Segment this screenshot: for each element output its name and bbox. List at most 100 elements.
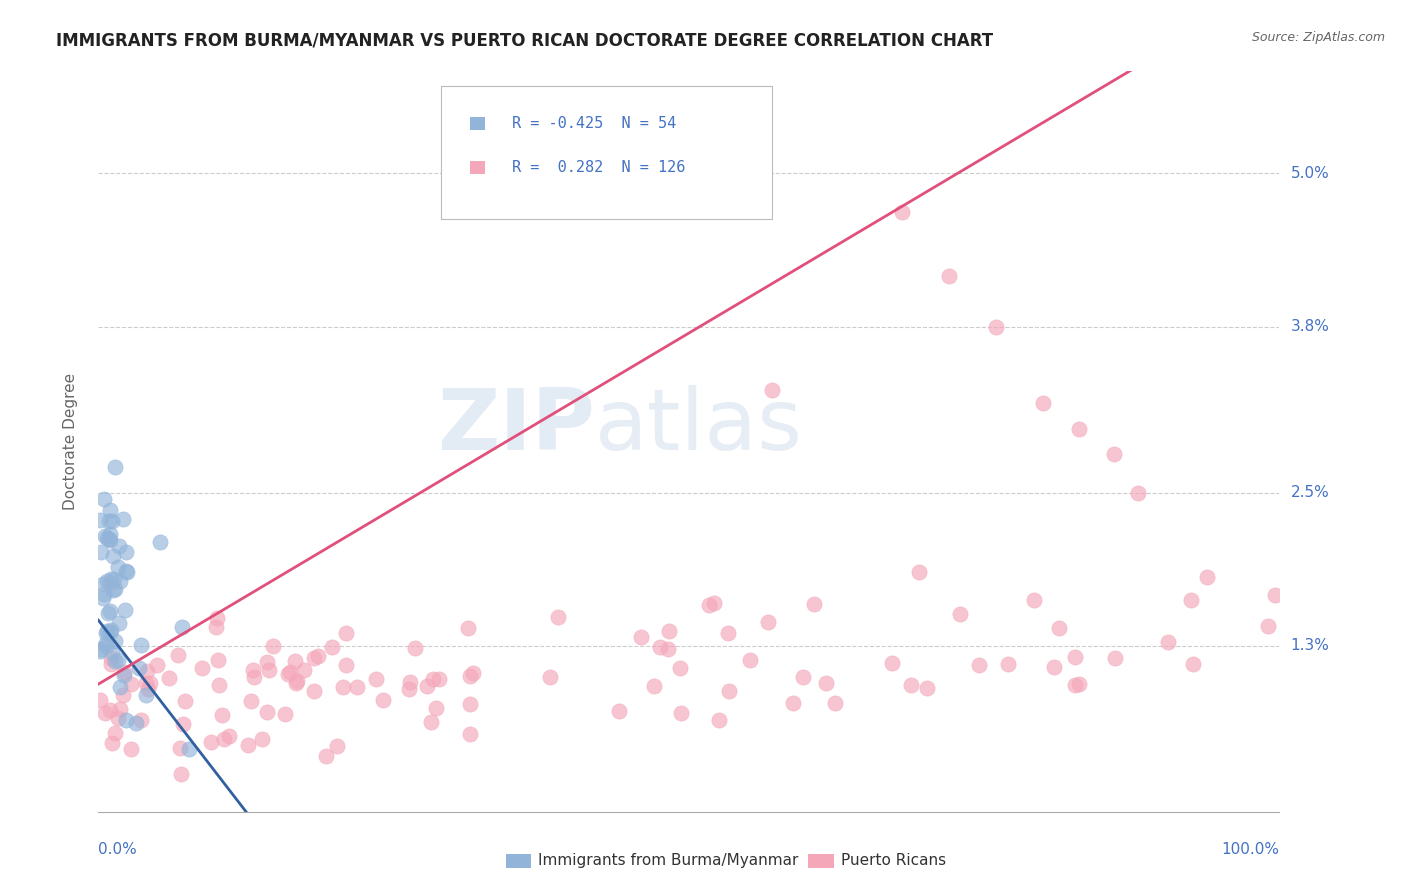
Point (1257, 619, 1279, 633)
Point (94, 625, 117, 640)
Text: 100.0%: 100.0% (1222, 842, 1279, 857)
Point (1043, 659, 1066, 673)
Point (98, 575, 121, 590)
Point (93, 491, 115, 506)
Point (115, 565, 138, 579)
Y-axis label: Doctorate Degree: Doctorate Degree (63, 373, 77, 510)
Text: 2.5%: 2.5% (1291, 485, 1329, 500)
Point (460, 669, 482, 683)
Bar (471, 161, 485, 174)
Point (824, 697, 846, 711)
Point (242, 670, 264, 684)
FancyBboxPatch shape (441, 87, 772, 219)
Point (1069, 677, 1091, 691)
Point (782, 696, 804, 710)
Point (98, 604, 121, 618)
Point (100, 657, 122, 671)
Point (208, 677, 231, 691)
Point (100, 503, 122, 517)
Point (89, 644, 111, 658)
Point (114, 602, 136, 616)
Point (1197, 569, 1219, 583)
Point (709, 713, 731, 727)
Text: atlas: atlas (595, 385, 803, 468)
Point (96, 624, 118, 638)
Point (174, 694, 197, 708)
Point (97, 606, 120, 620)
Point (938, 268, 960, 283)
Point (1104, 651, 1126, 665)
Point (200, 735, 222, 749)
Point (108, 574, 131, 589)
Point (740, 652, 762, 666)
Point (236, 739, 259, 753)
Point (89, 693, 111, 707)
Point (94, 636, 117, 650)
Point (284, 676, 307, 690)
Point (321, 640, 343, 655)
Point (404, 640, 426, 655)
Point (135, 675, 157, 690)
Point (112, 668, 135, 682)
Point (302, 651, 325, 665)
Point (98, 703, 121, 717)
Point (252, 732, 274, 747)
Point (1180, 593, 1202, 607)
Point (882, 656, 904, 670)
Point (96, 574, 118, 589)
Point (93, 529, 115, 543)
Point (969, 658, 991, 673)
Point (103, 654, 125, 668)
Point (177, 742, 200, 756)
Text: 1.3%: 1.3% (1291, 639, 1330, 653)
Point (138, 681, 160, 696)
Point (107, 711, 129, 725)
Point (915, 681, 938, 696)
Point (332, 680, 354, 694)
Point (949, 607, 972, 622)
Point (149, 534, 172, 549)
Point (630, 630, 652, 644)
Point (671, 706, 693, 721)
Point (239, 693, 262, 707)
Point (98, 532, 121, 546)
Point (908, 565, 931, 579)
Point (890, 204, 912, 219)
Point (207, 653, 229, 667)
Point (205, 611, 228, 625)
Point (159, 671, 181, 685)
Point (107, 616, 129, 631)
Point (756, 615, 779, 629)
Point (458, 697, 481, 711)
Text: 5.0%: 5.0% (1291, 166, 1329, 181)
Point (699, 598, 721, 612)
Point (658, 624, 681, 638)
Point (169, 740, 191, 755)
Point (284, 655, 307, 669)
Point (93, 587, 115, 601)
Point (103, 582, 125, 597)
Point (643, 679, 665, 693)
Point (172, 620, 194, 634)
Point (900, 678, 922, 692)
Point (108, 539, 131, 553)
Point (100, 572, 122, 586)
Point (703, 596, 725, 610)
Text: R = -0.425  N = 54: R = -0.425 N = 54 (512, 116, 676, 131)
Point (172, 717, 194, 731)
Point (326, 739, 349, 753)
Point (211, 708, 233, 723)
Point (256, 655, 278, 669)
Point (205, 620, 228, 634)
Point (307, 649, 329, 664)
Point (315, 748, 337, 763)
Point (419, 714, 441, 729)
Point (103, 582, 125, 597)
Text: IMMIGRANTS FROM BURMA/MYANMAR VS PUERTO RICAN DOCTORATE DEGREE CORRELATION CHART: IMMIGRANTS FROM BURMA/MYANMAR VS PUERTO … (56, 31, 994, 49)
Point (98, 514, 121, 528)
Point (96, 531, 118, 545)
Point (262, 639, 284, 653)
Point (717, 625, 740, 640)
Point (104, 726, 127, 740)
Point (112, 688, 135, 702)
